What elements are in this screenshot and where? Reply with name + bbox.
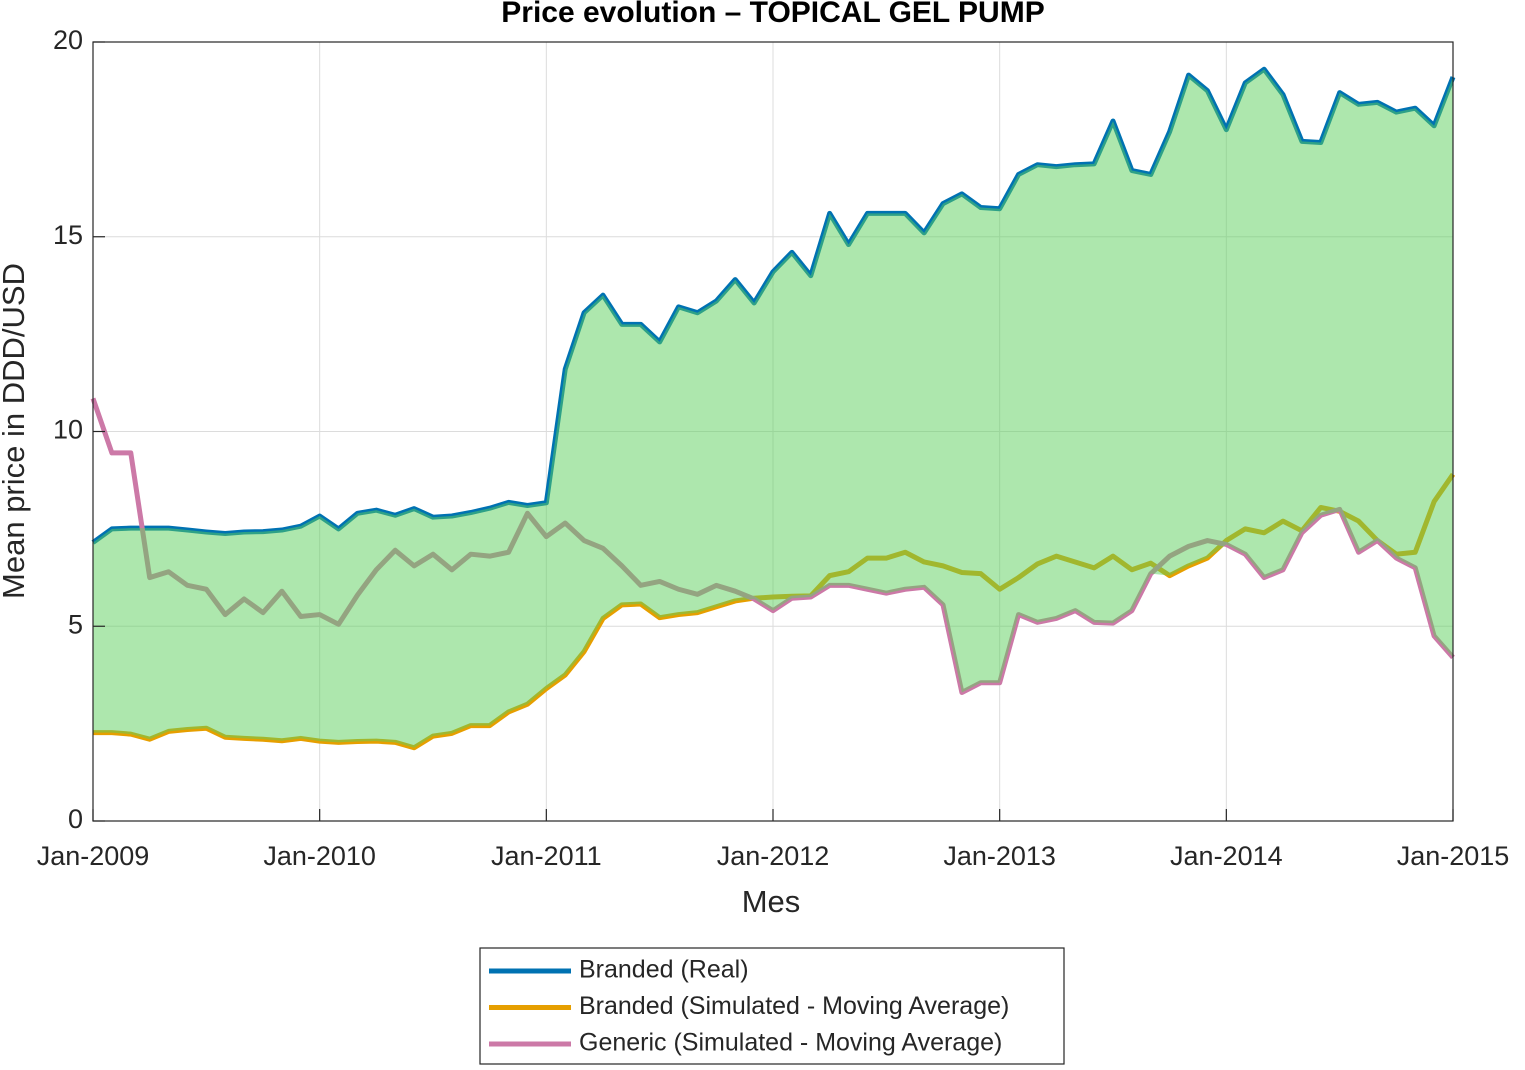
x-axis-label: Mes bbox=[742, 884, 801, 919]
x-tick-label: Jan-2010 bbox=[263, 841, 376, 871]
legend-label: Generic (Simulated - Moving Average) bbox=[579, 1029, 1002, 1057]
fill-layer bbox=[93, 69, 1453, 748]
x-tick-label: Jan-2011 bbox=[491, 841, 602, 871]
y-tick-label: 0 bbox=[68, 804, 83, 834]
chart-title: Price evolution – TOPICAL GEL PUMP bbox=[501, 0, 1044, 29]
fill-area bbox=[93, 69, 1453, 748]
x-tick-label: Jan-2009 bbox=[37, 841, 150, 871]
legend-box bbox=[479, 947, 1065, 1065]
legend-label: Branded (Simulated - Moving Average) bbox=[579, 992, 1009, 1020]
legend-label: Branded (Real) bbox=[579, 956, 749, 984]
y-tick-label: 10 bbox=[53, 415, 83, 445]
y-tick-label: 15 bbox=[53, 220, 83, 250]
x-tick-label: Jan-2013 bbox=[943, 841, 1056, 871]
axes: 0 5 10 15 20 Jan-2009 Jan-2010 Jan-2011 Jan-2012… bbox=[37, 25, 1510, 871]
x-tick-label: Jan-2012 bbox=[717, 841, 830, 871]
x-tick-label: Jan-2014 bbox=[1170, 841, 1283, 871]
legend: Branded (Real) Branded (Simulated - Movin… bbox=[479, 947, 1065, 1065]
y-tick-label: 5 bbox=[68, 609, 83, 639]
y-tick-label: 20 bbox=[53, 25, 83, 55]
x-tick-label: Jan-2015 bbox=[1397, 841, 1510, 871]
y-axis-label: Mean price in DDD/USD bbox=[0, 263, 31, 599]
